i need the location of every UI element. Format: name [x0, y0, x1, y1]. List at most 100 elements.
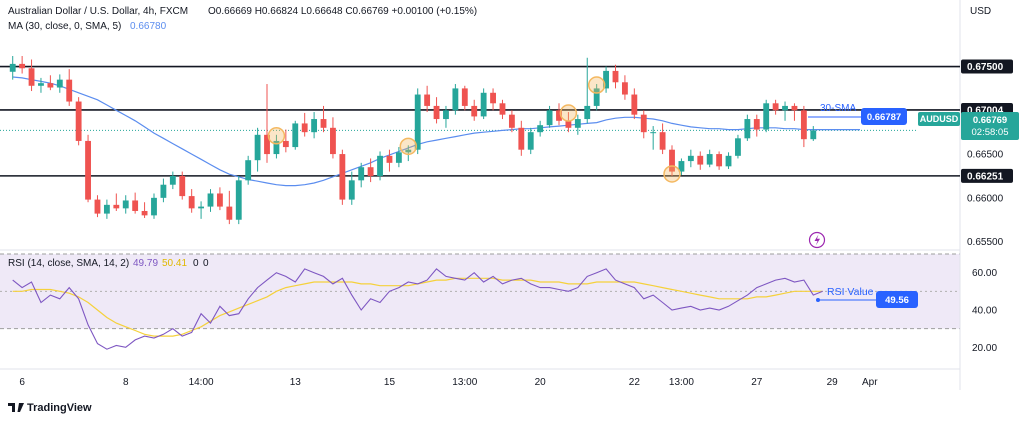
ma-legend-value: 0.66780: [130, 21, 167, 32]
candle: [19, 56, 26, 74]
candle: [772, 99, 779, 115]
candle: [725, 152, 732, 169]
price-tick-label: 0.65500: [967, 237, 1004, 248]
candle: [113, 193, 120, 211]
candle: [226, 190, 233, 225]
price-scale: 0.67500 0.67004 0.66500 0.66251 0.66000 0.655…: [961, 59, 1013, 248]
swing-marker: [559, 104, 578, 122]
tradingview-logo: [8, 403, 24, 412]
rsi-tick-label: 40.00: [972, 306, 997, 317]
candle: [132, 192, 139, 214]
candle: [697, 151, 704, 170]
ma-legend: MA (30, close, 0, SMA, 5): [8, 21, 121, 32]
last-price-label: 0.66769: [973, 115, 1007, 126]
sma-annotation: 30-SMA: [820, 103, 856, 114]
candle: [518, 120, 525, 156]
candle: [188, 189, 195, 213]
candle: [556, 103, 562, 126]
candle: [47, 75, 54, 91]
candle: [198, 201, 205, 219]
candle: [565, 112, 572, 133]
candle: [377, 151, 383, 181]
time-tick-label: 8: [123, 377, 129, 388]
candle: [452, 84, 459, 115]
candle: [574, 114, 581, 135]
rsi-legend: RSI (14, close, SMA, 14, 2): [8, 258, 129, 269]
rsi-tick-label: 60.00: [972, 268, 997, 279]
candle: [640, 110, 647, 139]
candle: [669, 145, 675, 176]
candle: [763, 99, 770, 133]
rsi-tick-label: 20.00: [972, 343, 997, 354]
candle: [38, 77, 44, 93]
candle: [282, 129, 289, 153]
symbol-tag: AUDUSD: [918, 112, 960, 126]
candle: [254, 127, 261, 172]
rsi-legend-ma-value: 50.41: [162, 258, 187, 269]
ohlc-readout: O0.66669 H0.66824 L0.66648 C0.66769 +0.0…: [208, 6, 477, 17]
candle: [348, 171, 355, 205]
candle: [791, 103, 798, 121]
price-tick-label: 0.67004: [967, 105, 1004, 116]
candle: [499, 99, 506, 120]
time-tick-label: 15: [384, 377, 396, 388]
time-tick-label: 29: [827, 377, 839, 388]
candle: [339, 149, 346, 205]
ma-price-tag-label: 0.66787: [867, 112, 901, 123]
level-tag: [961, 59, 1013, 74]
candle: [744, 114, 751, 141]
candle: [56, 74, 63, 93]
candle: [405, 145, 412, 162]
candle: [593, 84, 600, 111]
rsi-annotation-dot: [816, 298, 820, 302]
candle: [546, 105, 553, 128]
time-tick-label: Apr: [862, 377, 878, 388]
time-tick-label: 13:00: [669, 377, 694, 388]
candle: [207, 189, 214, 212]
candle: [612, 64, 619, 89]
candle: [160, 178, 167, 203]
candle: [678, 158, 685, 176]
candle: [650, 126, 657, 150]
time-tick-label: 13: [290, 377, 302, 388]
candle-countdown: 02:58:05: [972, 127, 1009, 138]
candle: [273, 134, 280, 159]
candle: [471, 99, 478, 121]
time-tick-label: 14:00: [189, 377, 214, 388]
candlestick-series: [9, 56, 817, 225]
time-tick-label: 20: [535, 377, 547, 388]
time-tick-label: 22: [629, 377, 641, 388]
swing-marker: [399, 137, 418, 156]
candle: [179, 171, 186, 200]
rsi-line: [12, 268, 823, 350]
candle: [367, 158, 374, 183]
rsi-annotation: RSI Value: [827, 286, 874, 298]
candle: [264, 84, 270, 163]
ma-price-tag: 0.66787: [861, 108, 907, 125]
candle: [85, 134, 91, 203]
candle: [330, 117, 336, 159]
candle: [94, 195, 101, 218]
candle: [141, 202, 148, 218]
lightning-icon[interactable]: [808, 231, 826, 249]
rsi-legend-value: 49.79: [133, 258, 158, 269]
time-tick-label: 13:00: [452, 377, 477, 388]
horizontal-levels: [0, 65, 960, 177]
swing-markers: [267, 76, 681, 183]
swing-marker: [587, 76, 606, 94]
price-tick-label: 0.66000: [967, 193, 1004, 204]
rsi-legend-extra: 0: [193, 258, 199, 269]
swing-marker: [267, 127, 286, 145]
candle: [103, 199, 110, 219]
candle: [461, 85, 468, 111]
candle: [75, 97, 82, 146]
candle: [169, 171, 176, 190]
candle: [311, 112, 318, 139]
candle: [480, 88, 487, 120]
candle: [292, 120, 299, 150]
branding-text: TradingView: [27, 402, 92, 414]
candle: [28, 59, 35, 92]
candle: [235, 175, 242, 225]
candle: [443, 105, 449, 128]
